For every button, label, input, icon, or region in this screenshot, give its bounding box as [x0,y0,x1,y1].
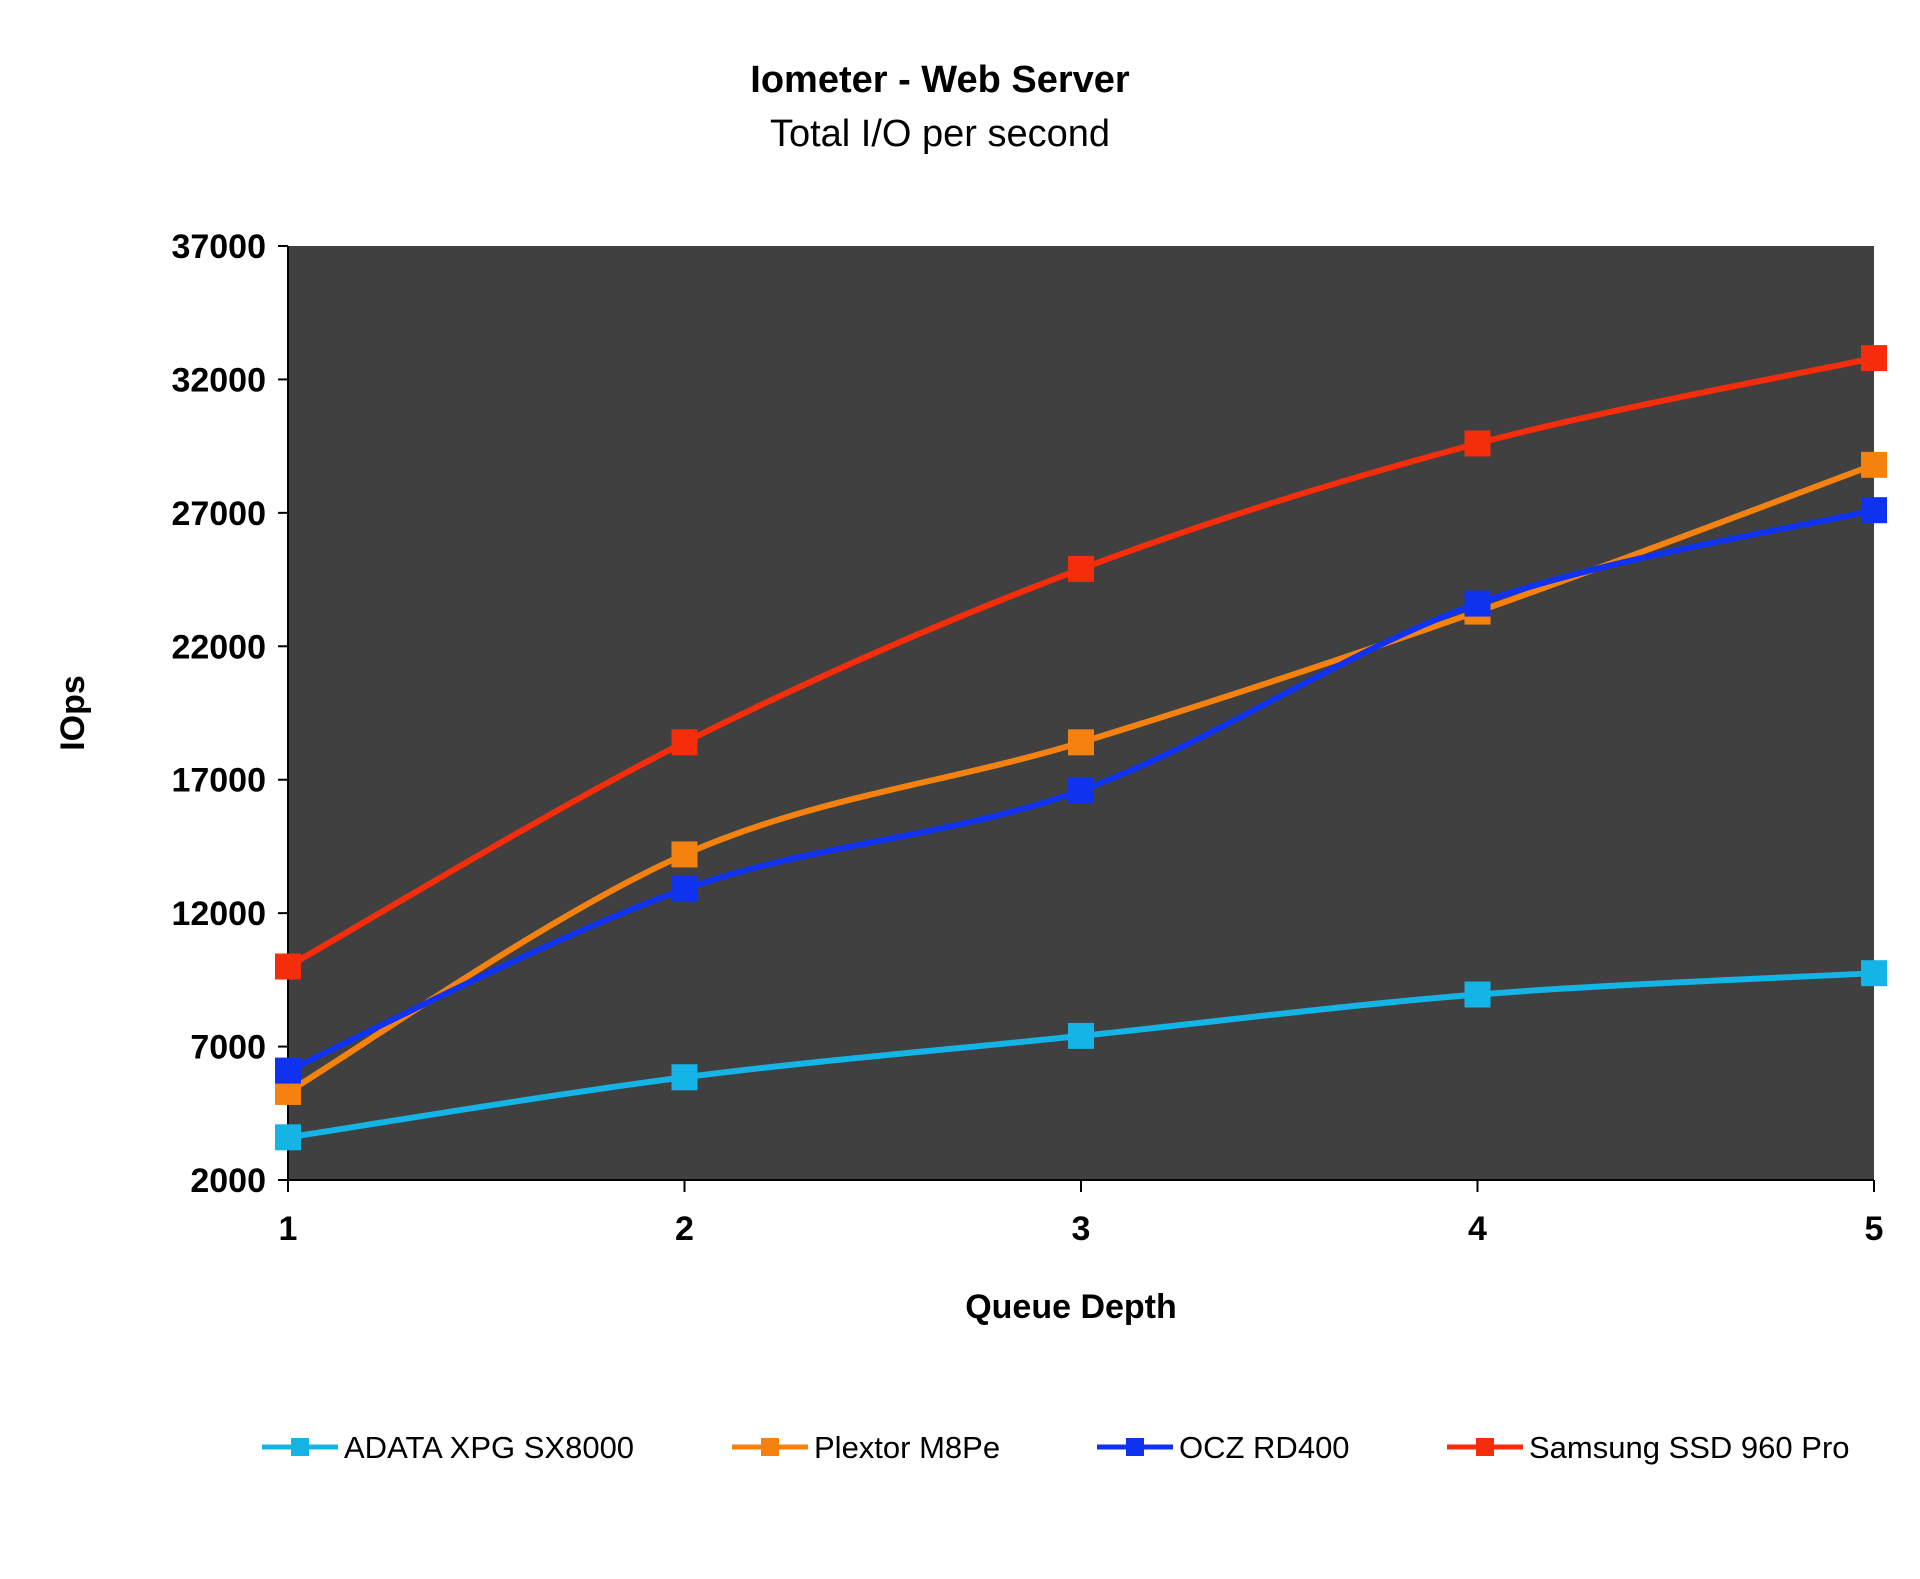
chart-subtitle: Total I/O per second [770,113,1110,155]
data-point [1464,590,1491,617]
data-point [671,876,698,903]
legend-label: OCZ RD400 [1179,1430,1350,1465]
data-point [1068,555,1094,582]
y-tick-label: 7000 [190,1029,266,1067]
data-point [275,953,301,980]
data-point [1861,451,1887,478]
y-tick-label: 27000 [171,495,266,533]
data-point [1068,729,1094,756]
y-tick-label: 32000 [171,361,266,399]
data-point [1464,430,1491,457]
x-tick-label: 2 [675,1210,694,1248]
data-point [1861,497,1887,524]
y-tick-label: 17000 [171,762,266,800]
data-point [1068,777,1094,804]
legend-item: Plextor M8Pe [732,1430,1000,1465]
x-tick-label: 4 [1468,1210,1487,1248]
legend-label: ADATA XPG SX8000 [344,1430,634,1465]
y-axis: 2000 7000 12000 17000 22000 27000 32000 37000 [171,228,289,1200]
x-tick-label: 3 [1072,1210,1091,1248]
x-axis: 1 2 3 4 5 [279,1179,1884,1248]
data-point [1068,1022,1094,1049]
y-axis-label: IOps [54,675,92,751]
legend-label: Samsung SSD 960 Pro [1529,1430,1850,1465]
data-point [1861,960,1887,987]
legend-swatch-marker [1476,1438,1494,1456]
data-point [1464,981,1491,1008]
data-point [671,1064,698,1091]
legend-swatch-marker [1126,1438,1144,1456]
legend-item: OCZ RD400 [1097,1430,1350,1465]
legend-item: ADATA XPG SX8000 [262,1430,634,1465]
y-tick-label: 2000 [190,1162,266,1200]
y-tick-label: 12000 [171,895,266,933]
data-point [671,841,698,868]
data-point [1861,345,1887,372]
y-tick-label: 22000 [171,628,266,666]
chart-title: Iometer - Web Server [750,59,1130,101]
legend: ADATA XPG SX8000 Plextor M8Pe OCZ RD400 Sam… [262,1430,1850,1465]
data-point [275,1057,301,1084]
data-point [275,1124,301,1151]
legend-swatch-marker [761,1438,779,1456]
x-tick-label: 1 [279,1210,298,1248]
y-tick-label: 37000 [171,228,266,266]
x-tick-label: 5 [1865,1210,1884,1248]
data-point [671,729,698,756]
legend-item: Samsung SSD 960 Pro [1447,1430,1850,1465]
series-markers [275,345,1887,1151]
legend-swatch-marker [291,1438,309,1456]
legend-label: Plextor M8Pe [814,1430,1000,1465]
x-axis-label: Queue Depth [965,1288,1177,1326]
